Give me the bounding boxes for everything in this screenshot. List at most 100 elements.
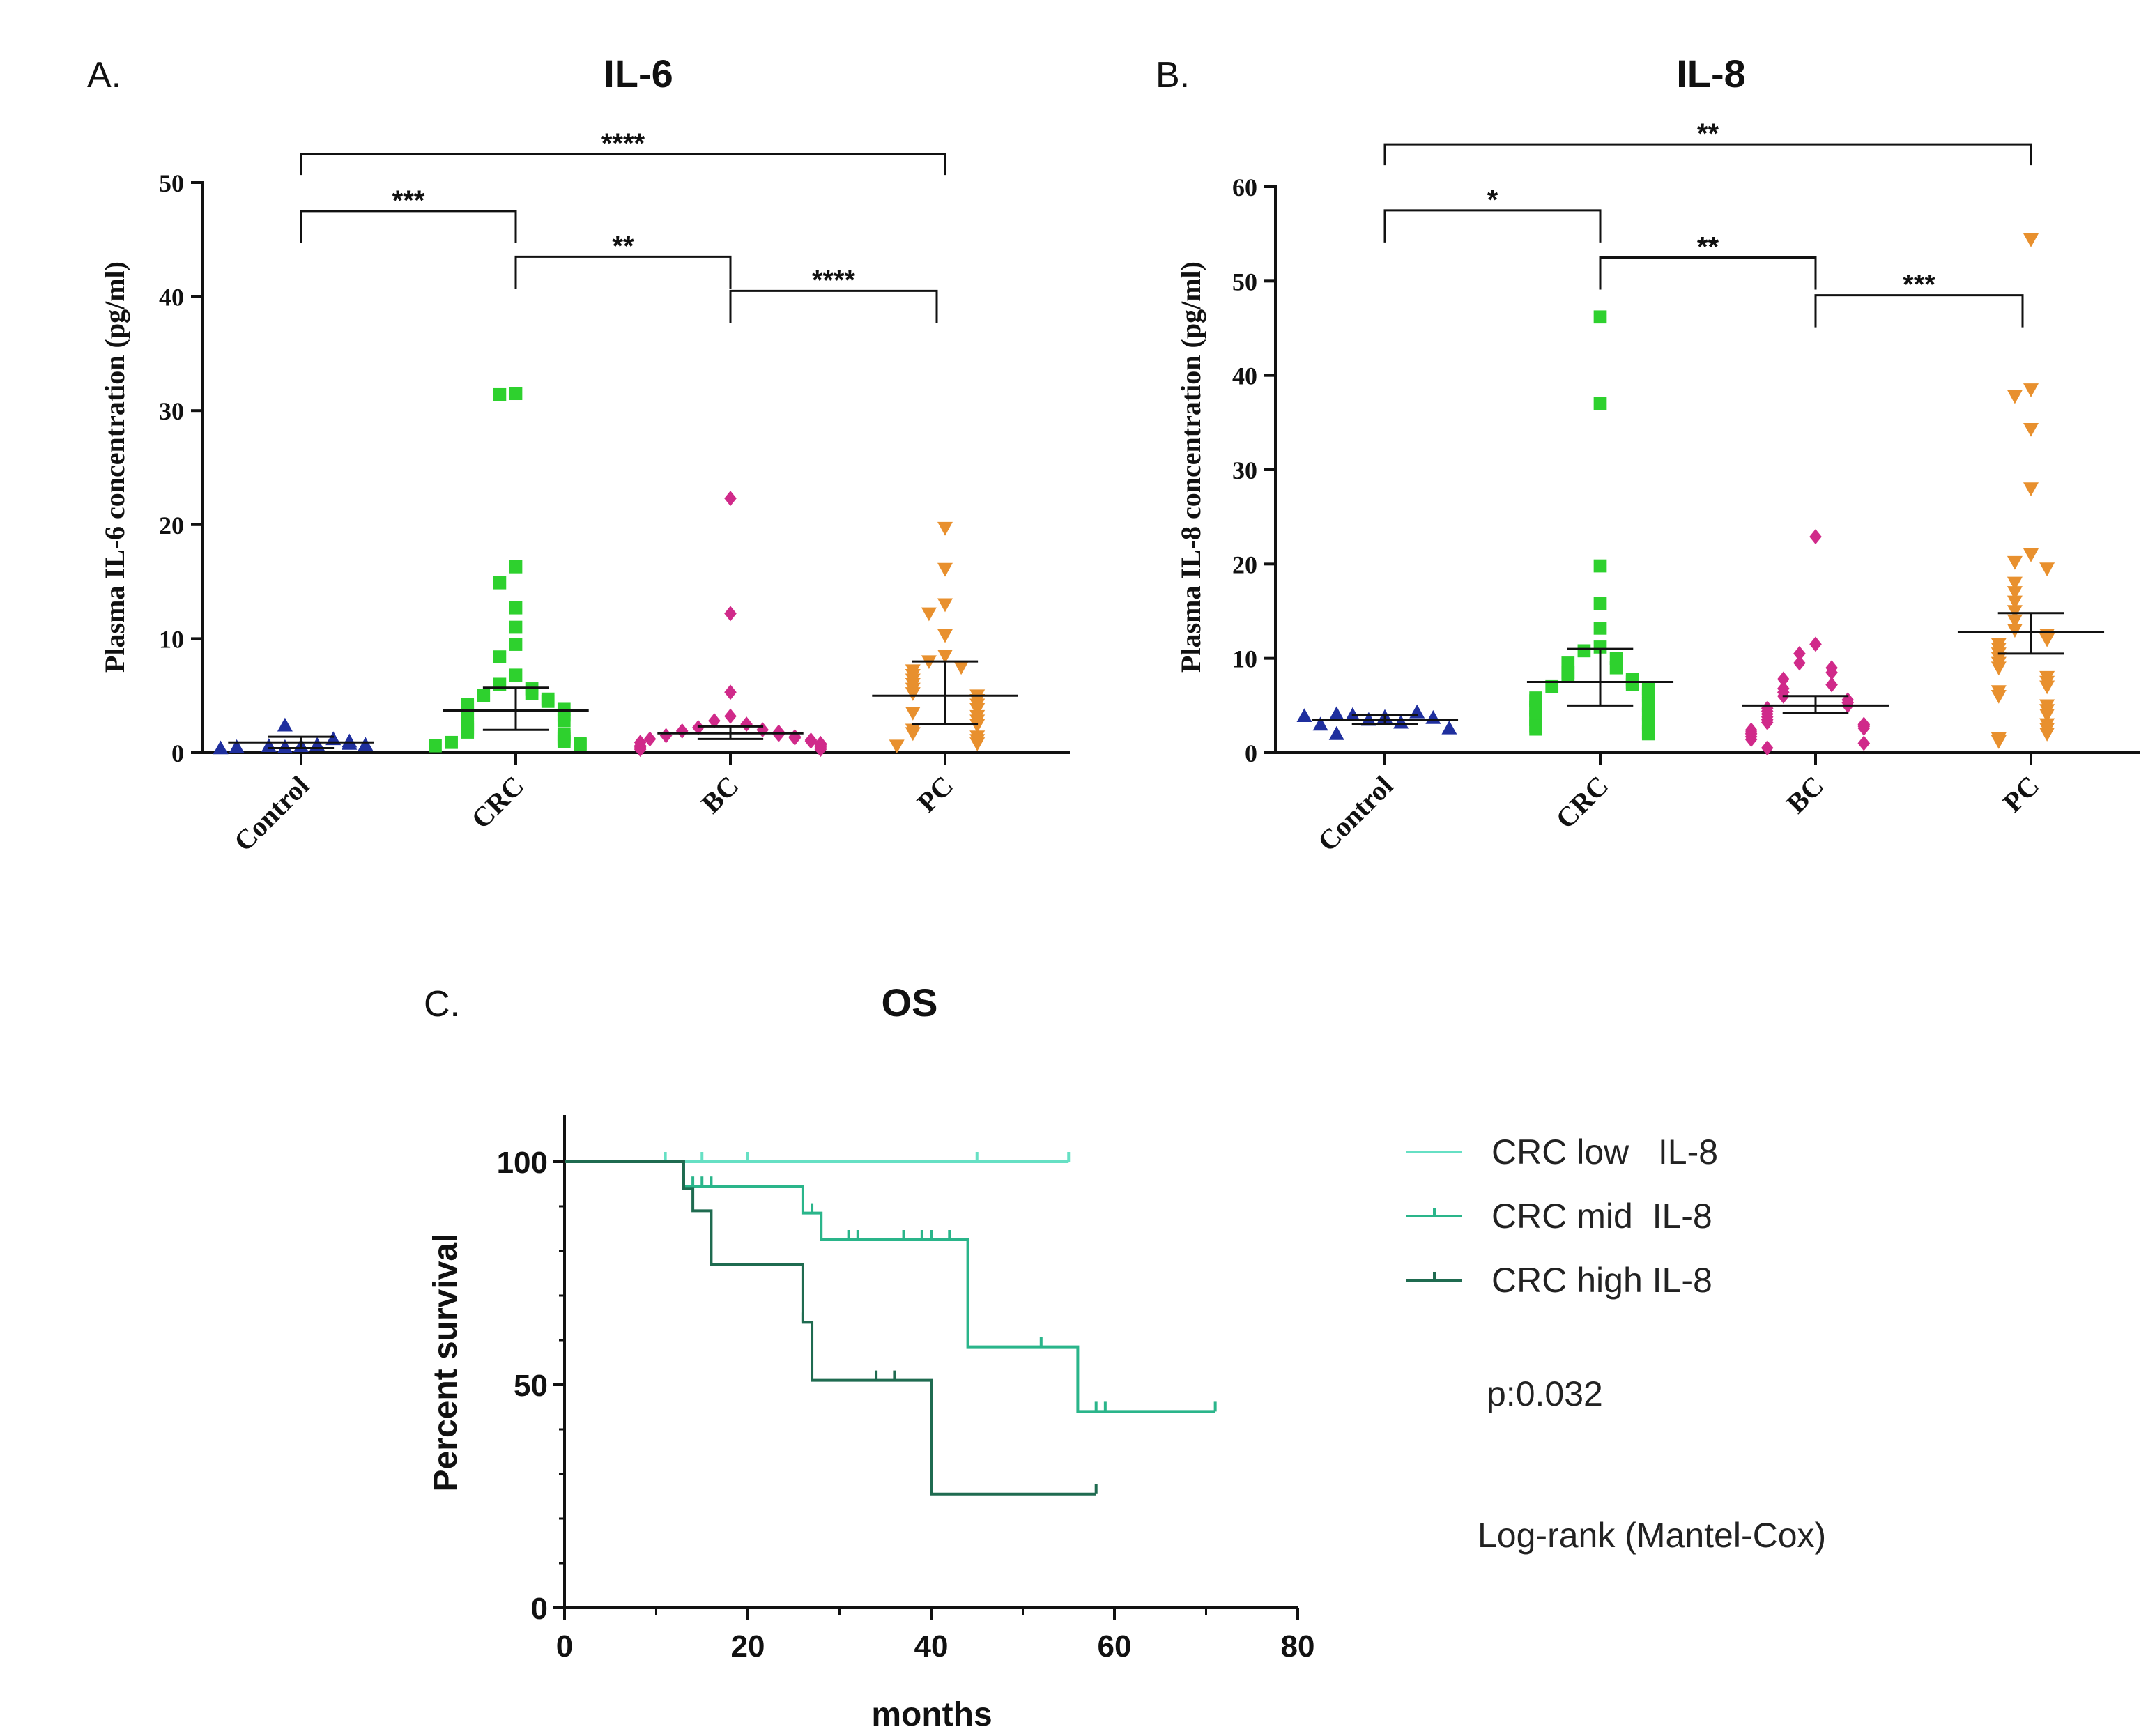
panel-c-y-axis-label: Percent survival xyxy=(427,1234,464,1492)
data-point-pc xyxy=(2007,614,2023,629)
data-point-crc xyxy=(1593,597,1607,610)
data-point-pc xyxy=(2007,605,2023,619)
data-point-pc xyxy=(905,706,921,721)
data-point-bc xyxy=(724,606,737,622)
panel-c-overall-survival: C. OS Percent survival months 0 50 100 0 20 4… xyxy=(424,981,1826,1733)
data-point-pc xyxy=(2039,562,2055,577)
km-y-tick-label: 100 xyxy=(497,1146,548,1180)
x-tick-label-control: Control xyxy=(228,770,316,858)
km-x-tick-label: 80 xyxy=(1281,1629,1315,1664)
significance-bracket xyxy=(514,255,732,289)
significance-bracket xyxy=(1599,256,1817,290)
data-point-control xyxy=(358,737,374,751)
data-point-control xyxy=(277,717,293,732)
data-point-control xyxy=(1296,708,1312,723)
data-point-pc xyxy=(937,598,953,613)
km-x-tick-label: 40 xyxy=(914,1629,949,1664)
panel-c-x-axis-label: months xyxy=(871,1696,992,1733)
data-point-bc xyxy=(1857,735,1871,751)
x-tick-label-crc: CRC xyxy=(465,770,530,835)
y-tick-label: 10 xyxy=(1232,645,1257,673)
data-point-pc xyxy=(2039,709,2055,723)
panel-c-letter: C. xyxy=(424,984,460,1024)
data-point-crc xyxy=(1593,397,1607,410)
data-point-crc xyxy=(1593,310,1607,324)
y-tick-label: 20 xyxy=(159,512,184,539)
y-tick-label: 40 xyxy=(1232,362,1257,390)
significance-bracket xyxy=(300,210,517,243)
panel-a-y-axis-label: Plasma IL-6 concentration (pg/ml) xyxy=(99,261,130,673)
data-point-pc xyxy=(921,607,937,622)
data-point-control xyxy=(1425,709,1441,724)
panel-b-letter: B. xyxy=(1156,55,1190,95)
data-point-bc xyxy=(804,733,818,749)
data-point-crc xyxy=(1625,678,1639,691)
data-point-control xyxy=(1441,720,1457,735)
y-tick-label: 40 xyxy=(159,284,184,312)
data-point-crc xyxy=(1545,679,1559,693)
panel-a-il6: A. IL-6 Plasma IL-6 concentration (pg/ml… xyxy=(87,52,1070,857)
data-point-pc xyxy=(2007,576,2023,591)
data-point-bc xyxy=(772,726,785,742)
significance-label: ** xyxy=(1697,232,1719,263)
km-x-tick-label: 20 xyxy=(731,1629,765,1664)
data-point-crc xyxy=(509,638,523,651)
data-point-pc xyxy=(2007,595,2023,610)
data-point-control xyxy=(1393,714,1409,729)
data-point-control xyxy=(277,739,293,753)
data-point-pc xyxy=(2023,233,2039,247)
x-tick-label-crc: CRC xyxy=(1549,770,1614,835)
legend-label-high: CRC high IL-8 xyxy=(1491,1261,1712,1300)
p-value-annotation: p:0.032 xyxy=(1487,1374,1603,1413)
data-point-crc xyxy=(1577,644,1591,658)
data-point-pc xyxy=(937,562,953,577)
data-point-crc xyxy=(493,387,507,401)
y-tick-label: 0 xyxy=(1245,739,1257,767)
legend-label-mid: CRC mid IL-8 xyxy=(1491,1197,1712,1236)
panel-a-title: IL-6 xyxy=(604,52,673,95)
data-point-pc xyxy=(2039,728,2055,742)
data-point-pc xyxy=(2023,548,2039,562)
data-point-crc xyxy=(1561,670,1575,683)
logrank-annotation: Log-rank (Mantel-Cox) xyxy=(1478,1516,1826,1555)
data-point-crc xyxy=(509,387,523,401)
x-tick-label-pc: PC xyxy=(1997,770,2046,819)
data-point-pc xyxy=(2023,482,2039,497)
data-point-bc xyxy=(1777,671,1790,687)
data-point-crc xyxy=(477,689,491,702)
panel-b-il8: B. IL-8 Plasma IL-8 concentration (pg/ml… xyxy=(1156,52,2140,857)
data-point-crc xyxy=(1593,622,1607,635)
km-curve-mid xyxy=(565,1160,1215,1413)
data-point-crc xyxy=(1529,722,1542,736)
data-point-pc xyxy=(937,629,953,643)
data-point-crc xyxy=(525,686,539,700)
data-point-bc xyxy=(708,713,721,729)
data-point-pc xyxy=(2023,383,2039,397)
data-point-crc xyxy=(557,735,571,748)
significance-label: ** xyxy=(1697,118,1719,149)
data-point-control xyxy=(1409,704,1425,719)
significance-label: *** xyxy=(1903,270,1935,300)
data-point-pc xyxy=(2039,633,2055,647)
y-tick-label: 30 xyxy=(1232,456,1257,484)
data-point-bc xyxy=(1857,720,1871,736)
data-point-control xyxy=(261,738,277,752)
data-point-crc xyxy=(445,735,458,749)
data-point-control xyxy=(213,740,229,755)
data-point-bc xyxy=(1809,529,1822,545)
data-point-pc xyxy=(2007,624,2023,638)
y-tick-label: 20 xyxy=(1232,551,1257,578)
y-tick-label: 60 xyxy=(1232,174,1257,201)
data-point-pc xyxy=(1991,735,2007,749)
significance-bracket xyxy=(1383,209,1602,243)
data-point-bc xyxy=(724,491,737,507)
data-point-pc xyxy=(953,661,969,675)
km-y-tick-label: 50 xyxy=(514,1369,548,1403)
data-point-pc xyxy=(1991,690,2007,704)
data-point-control xyxy=(1328,725,1344,740)
x-tick-label-bc: BC xyxy=(1780,770,1830,820)
data-point-bc xyxy=(814,742,827,758)
km-legend: CRC low IL-8 CRC mid IL-8 CRC high IL-8 xyxy=(1406,1132,1718,1300)
data-point-bc xyxy=(1809,636,1822,652)
